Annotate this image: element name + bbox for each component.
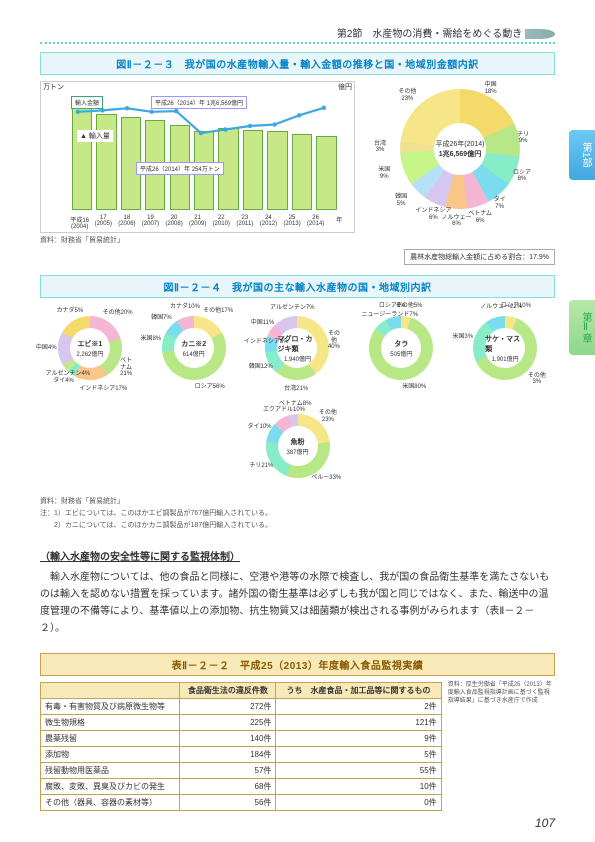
table-title: 表Ⅱ－２－２ 平成25（2013）年度輸入食品監視実績 xyxy=(40,653,555,676)
table-cell: 57件 xyxy=(180,763,276,779)
pie-label: インドネシア6% xyxy=(415,208,451,221)
table-source: 資料：厚生労働省「平成25（2013）年度輸入食品監視指導計画に基づく監視指導結… xyxy=(448,682,555,705)
donut-item: タラ505億円その他5%米国80%ニュージーランド7%ロシア8% xyxy=(356,304,446,394)
body-text: 輸入水産物については、他の食品と同様に、空港や港等の水際で検査し、我が国の食品衛… xyxy=(40,569,555,637)
table-cell: 有毒・有害物質及び病原微生物等 xyxy=(41,699,180,715)
donut-item: マグロ・カジキ類1,940億円その他40%台湾21%韓国12%インドネシア8%中… xyxy=(252,304,342,394)
table-row: 残留動物用医薬品57件55件 xyxy=(41,763,442,779)
header-text: 第2節 水産物の消費・需給をめぐる動き xyxy=(337,29,522,40)
page-header: 第2節 水産物の消費・需給をめぐる動き xyxy=(40,25,555,40)
pie-label: タイ7% xyxy=(494,197,506,210)
fig23-title: 図Ⅱ－２－３ 我が国の水産物輸入量・輸入金額の推移と国・地域別金額内訳 xyxy=(40,52,555,75)
data-table: 食品衛生法の違反件数うち 水産食品・加工品等に関するもの 有毒・有害物質及び病原… xyxy=(40,682,442,811)
fig24-note: 2）カニについては、このほかカニ調製品が187億円輸入されている。 xyxy=(40,520,555,530)
fig23-boxnote: 農林水産物総輸入金額に占める割合：17.9% xyxy=(404,249,555,265)
page-number: 107 xyxy=(535,816,555,830)
pie-center-year: 平成26年(2014) xyxy=(435,139,484,149)
pie-label: チリ9% xyxy=(517,132,529,145)
table-row: 添加物184件5件 xyxy=(41,747,442,763)
pie-label: 中国18% xyxy=(485,82,497,95)
table-cell: 121件 xyxy=(276,715,441,731)
table-row: 腐敗、変敗、異臭及びカビの発生68件10件 xyxy=(41,779,442,795)
fish-icon xyxy=(525,29,555,39)
table-cell: 56件 xyxy=(180,795,276,811)
table-row: 有毒・有害物質及び病原微生物等272件2件 xyxy=(41,699,442,715)
donut-item: エビ※12,262億円その他20%ベトナム21%インドネシア17%タイ4%アルゼ… xyxy=(45,304,135,394)
table-cell: 68件 xyxy=(180,779,276,795)
legend-line: 輸入金額 xyxy=(71,96,103,109)
donut-item: サケ・マス類1,901億円ロシア10%その他3%米国3%ノルウェー22% xyxy=(460,304,550,394)
x-labels: 平成16 (2004)17 (2005)18 (2006)19 (2007)20… xyxy=(69,215,350,230)
pie-label: その他23% xyxy=(398,89,416,102)
table-cell: 2件 xyxy=(276,699,441,715)
table-cell: 184件 xyxy=(180,747,276,763)
pie-label: ロシア8% xyxy=(513,170,531,183)
table-row: 微生物規格225件121件 xyxy=(41,715,442,731)
donut-item: 魚粉387億円その他23%ペルー33%チリ21%タイ10%エクアドル10%ベトナ… xyxy=(253,402,343,492)
table-cell: 微生物規格 xyxy=(41,715,180,731)
pie-label: 米国9% xyxy=(378,167,390,180)
fig-2-4: 図Ⅱ－２－４ 我が国の主な輸入水産物の国・地域別内訳 エビ※12,262億円その… xyxy=(40,275,555,530)
table-cell: 残留動物用医薬品 xyxy=(41,763,180,779)
annot-line: 平成26（2014）年 1兆6,569億円 xyxy=(151,96,247,109)
table-cell: 225件 xyxy=(180,715,276,731)
pie-center-val: 1兆6,569億円 xyxy=(439,149,481,159)
table-cell: 272件 xyxy=(180,699,276,715)
table-cell: 5件 xyxy=(276,747,441,763)
fig-2-3: 図Ⅱ－２－３ 我が国の水産物輸入量・輸入金額の推移と国・地域別金額内訳 万トン … xyxy=(40,52,555,265)
table-row: 農薬残留140件9件 xyxy=(41,731,442,747)
table-header xyxy=(41,683,180,699)
pie-label: 台湾3% xyxy=(374,141,386,154)
annot-bar: 平成26（2014）年 254万トン xyxy=(136,162,224,175)
table-cell: 農薬残留 xyxy=(41,731,180,747)
table-cell: 0件 xyxy=(276,795,441,811)
fig24-source: 資料：財務省「貿易統計」 xyxy=(40,496,555,506)
sub-heading: （輸入水産物の安全性等に関する監視体制） xyxy=(40,548,555,563)
table-header: 食品衛生法の違反件数 xyxy=(180,683,276,699)
table-row: その他（器具、容器の素材等）56件0件 xyxy=(41,795,442,811)
table-cell: 140件 xyxy=(180,731,276,747)
table-cell: 9件 xyxy=(276,731,441,747)
table-cell: その他（器具、容器の素材等） xyxy=(41,795,180,811)
bar-line-chart: 万トン 億円 平成26（2014）年 1兆6,569億円 平成26（2014）年… xyxy=(40,81,355,233)
pie-label: 韓国5% xyxy=(395,194,407,207)
table-header: うち 水産食品・加工品等に関するもの xyxy=(276,683,441,699)
table-cell: 10件 xyxy=(276,779,441,795)
donut-item: カニ※2614億円その他17%ロシア56%米国8%韓国7%カナダ10% xyxy=(149,304,239,394)
fig24-title: 図Ⅱ－２－４ 我が国の主な輸入水産物の国・地域別内訳 xyxy=(40,275,555,298)
table-cell: 55件 xyxy=(276,763,441,779)
table-cell: 腐敗、変敗、異臭及びカビの発生 xyxy=(41,779,180,795)
table-cell: 添加物 xyxy=(41,747,180,763)
table-2-2: 表Ⅱ－２－２ 平成25（2013）年度輸入食品監視実績 食品衛生法の違反件数うち… xyxy=(40,653,555,811)
pie-label: ベトナム6% xyxy=(468,211,492,224)
fig24-note: 注：1）エビについては、このほかエビ調製品が767億円輸入されている。 xyxy=(40,508,555,518)
legend-bar: ▲ 輸入量 xyxy=(77,130,113,142)
fig23-pie: 平成26年(2014) 1兆6,569億円 中国18% チリ9% ロシア8% タイ7%… xyxy=(365,81,555,233)
